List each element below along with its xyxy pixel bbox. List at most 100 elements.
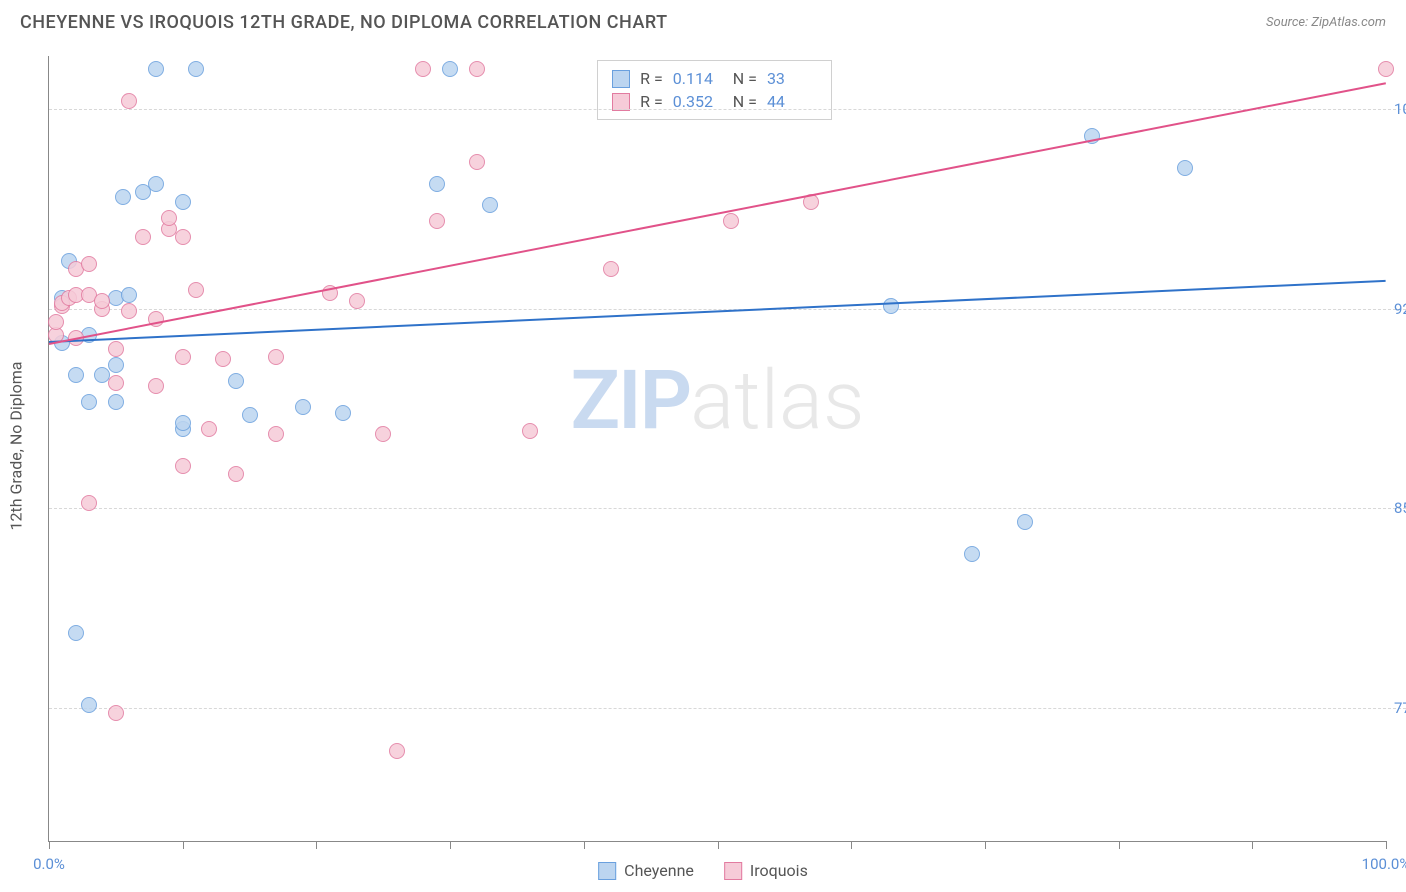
data-point-iroquois xyxy=(135,229,151,245)
data-point-iroquois xyxy=(81,495,97,511)
x-tick xyxy=(183,841,184,849)
bottom-legend: Cheyenne Iroquois xyxy=(598,861,808,880)
watermark-zip: ZIP xyxy=(570,353,690,449)
data-point-iroquois xyxy=(268,349,284,365)
data-point-cheyenne xyxy=(115,189,131,205)
y-gridline xyxy=(49,109,1406,110)
data-point-iroquois xyxy=(349,293,365,309)
stat-r-label: R = xyxy=(640,69,663,88)
data-point-iroquois xyxy=(175,349,191,365)
data-point-cheyenne xyxy=(1017,514,1033,530)
stat-n-cheyenne: 33 xyxy=(767,69,817,88)
legend-item-cheyenne: Cheyenne xyxy=(598,861,694,880)
data-point-iroquois xyxy=(188,282,204,298)
data-point-cheyenne xyxy=(68,625,84,641)
data-point-iroquois xyxy=(175,229,191,245)
x-tick xyxy=(1386,841,1387,849)
x-tick-label: 100.0% xyxy=(1362,855,1406,873)
data-point-cheyenne xyxy=(1177,160,1193,176)
watermark-atlas: atlas xyxy=(690,353,864,449)
data-point-iroquois xyxy=(48,314,64,330)
legend-label-iroquois: Iroquois xyxy=(750,861,808,880)
watermark: ZIPatlas xyxy=(570,353,864,449)
data-point-iroquois xyxy=(268,426,284,442)
x-tick xyxy=(1252,841,1253,849)
data-point-cheyenne xyxy=(335,405,351,421)
data-point-iroquois xyxy=(603,261,619,277)
legend-item-iroquois: Iroquois xyxy=(724,861,808,880)
chart-header: CHEYENNE VS IROQUOIS 12TH GRADE, NO DIPL… xyxy=(0,0,1406,37)
data-point-cheyenne xyxy=(964,546,980,562)
data-point-iroquois xyxy=(94,293,110,309)
swatch-cheyenne xyxy=(598,862,616,880)
data-point-cheyenne xyxy=(175,194,191,210)
x-tick xyxy=(316,841,317,849)
data-point-cheyenne xyxy=(188,61,204,77)
data-point-iroquois xyxy=(108,705,124,721)
y-tick-label: 100.0% xyxy=(1394,100,1406,118)
swatch-iroquois xyxy=(724,862,742,880)
swatch-cheyenne xyxy=(612,70,630,88)
legend-label-cheyenne: Cheyenne xyxy=(624,861,694,880)
data-point-iroquois xyxy=(429,213,445,229)
x-tick xyxy=(584,841,585,849)
data-point-iroquois xyxy=(108,375,124,391)
data-point-cheyenne xyxy=(108,357,124,373)
data-point-cheyenne xyxy=(295,399,311,415)
data-point-cheyenne xyxy=(175,415,191,431)
data-point-cheyenne xyxy=(429,176,445,192)
data-point-iroquois xyxy=(415,61,431,77)
data-point-iroquois xyxy=(121,93,137,109)
data-point-cheyenne xyxy=(442,61,458,77)
data-point-iroquois xyxy=(228,466,244,482)
data-point-cheyenne xyxy=(148,61,164,77)
regression-line-iroquois xyxy=(49,83,1386,346)
data-point-iroquois xyxy=(121,303,137,319)
data-point-cheyenne xyxy=(242,407,258,423)
source-attribution: Source: ZipAtlas.com xyxy=(1266,15,1386,30)
x-tick xyxy=(718,841,719,849)
y-gridline xyxy=(49,708,1406,709)
regression-line-cheyenne xyxy=(49,280,1386,343)
data-point-iroquois xyxy=(148,378,164,394)
y-axis-title: 12th Grade, No Diploma xyxy=(7,362,26,531)
y-gridline xyxy=(49,508,1406,509)
data-point-cheyenne xyxy=(121,287,137,303)
data-point-iroquois xyxy=(469,61,485,77)
y-tick-label: 77.5% xyxy=(1394,699,1406,717)
plot-wrap: ZIPatlas R = 0.114 N = 33 R = 0.352 N = … xyxy=(48,56,1386,842)
plot-area: ZIPatlas R = 0.114 N = 33 R = 0.352 N = … xyxy=(48,56,1386,842)
x-tick xyxy=(49,841,50,849)
stat-n-iroquois: 44 xyxy=(767,92,817,111)
data-point-iroquois xyxy=(723,213,739,229)
stat-r-cheyenne: 0.114 xyxy=(673,69,723,88)
x-tick xyxy=(450,841,451,849)
data-point-iroquois xyxy=(389,743,405,759)
x-tick xyxy=(985,841,986,849)
data-point-iroquois xyxy=(375,426,391,442)
x-tick xyxy=(851,841,852,849)
data-point-cheyenne xyxy=(81,697,97,713)
data-point-iroquois xyxy=(175,458,191,474)
data-point-iroquois xyxy=(161,210,177,226)
data-point-iroquois xyxy=(215,351,231,367)
stat-r-iroquois: 0.352 xyxy=(673,92,723,111)
data-point-iroquois xyxy=(201,421,217,437)
data-point-cheyenne xyxy=(482,197,498,213)
x-tick xyxy=(1119,841,1120,849)
data-point-cheyenne xyxy=(148,176,164,192)
chart-title: CHEYENNE VS IROQUOIS 12TH GRADE, NO DIPL… xyxy=(20,12,668,33)
x-tick-label: 0.0% xyxy=(33,855,65,873)
swatch-iroquois xyxy=(612,93,630,111)
data-point-iroquois xyxy=(108,341,124,357)
stat-n-label: N = xyxy=(733,92,757,111)
data-point-iroquois xyxy=(81,256,97,272)
data-point-cheyenne xyxy=(108,394,124,410)
data-point-iroquois xyxy=(522,423,538,439)
stat-r-label: R = xyxy=(640,92,663,111)
data-point-iroquois xyxy=(469,154,485,170)
data-point-cheyenne xyxy=(81,394,97,410)
y-tick-label: 92.5% xyxy=(1394,300,1406,318)
stats-legend: R = 0.114 N = 33 R = 0.352 N = 44 xyxy=(597,60,832,120)
data-point-cheyenne xyxy=(228,373,244,389)
